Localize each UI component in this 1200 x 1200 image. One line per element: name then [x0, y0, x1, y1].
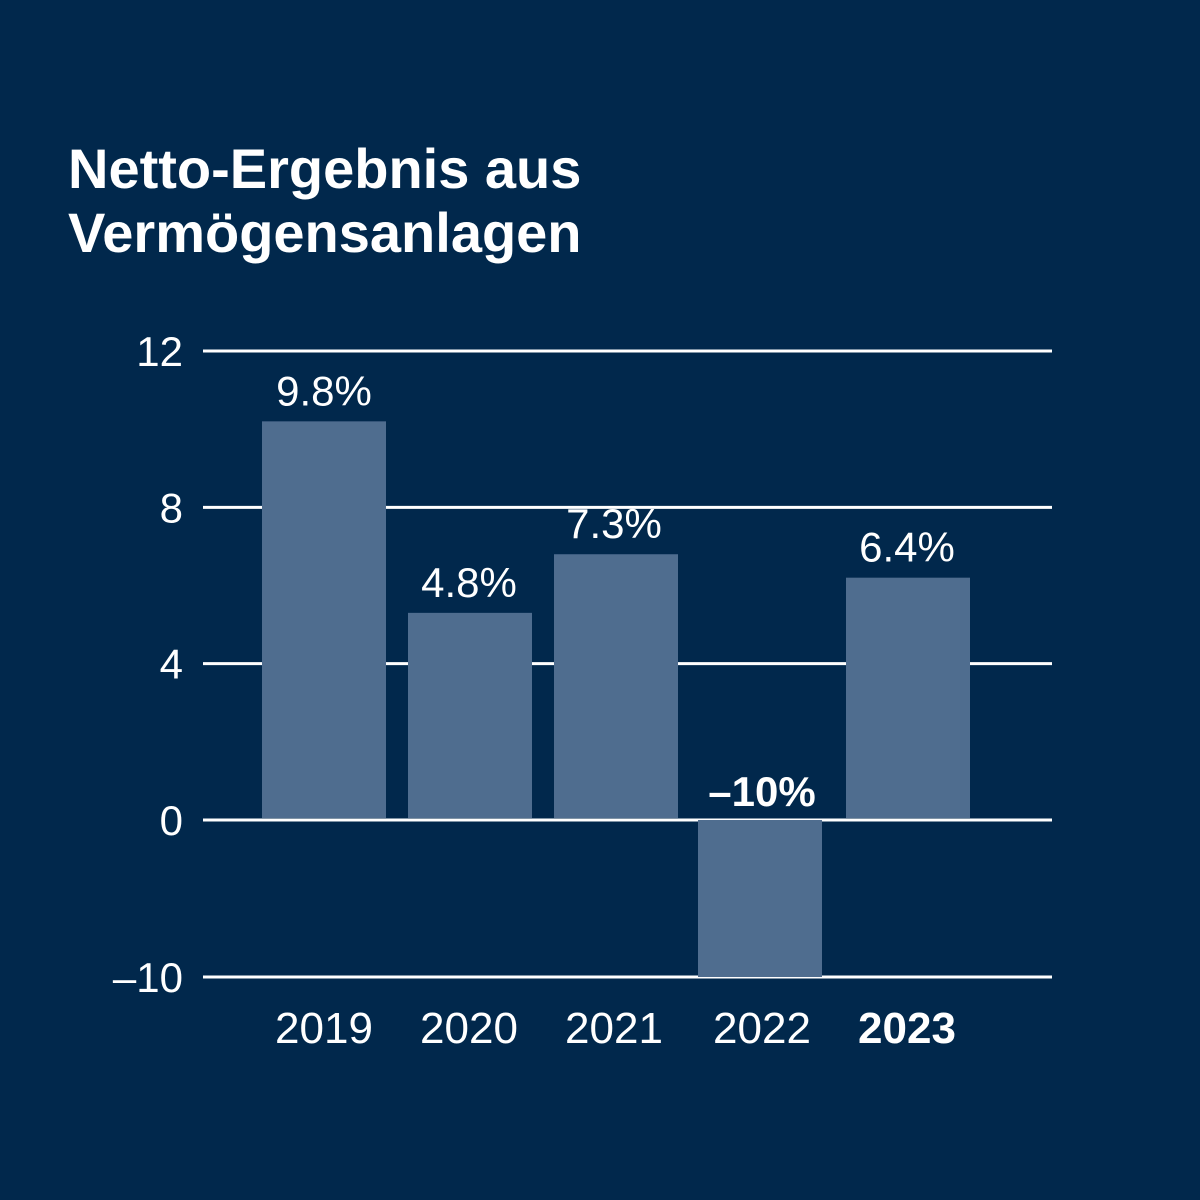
- y-tick-label-0: 0: [160, 797, 183, 844]
- data-label-2022: –10%: [708, 768, 815, 815]
- data-labels: 9.8% 4.8% 7.3% –10% 6.4%: [276, 367, 955, 815]
- data-label-2021: 7.3%: [566, 500, 662, 547]
- data-label-2020: 4.8%: [421, 559, 517, 606]
- bar-layer: [262, 421, 970, 977]
- chart-title-line-1: Netto-Ergebnis aus: [68, 137, 581, 200]
- x-category-label-2019: 2019: [275, 1004, 373, 1053]
- y-tick-label-neg10: –10: [113, 954, 183, 1001]
- chart-title-line-2: Vermögensanlagen: [68, 201, 582, 264]
- y-tick-label-8: 8: [160, 484, 183, 531]
- bar-2019: [262, 421, 386, 818]
- y-tick-label-12: 12: [136, 328, 183, 375]
- y-tick-label-4: 4: [160, 641, 183, 688]
- data-label-2019: 9.8%: [276, 367, 372, 414]
- bar-2021: [554, 554, 678, 818]
- data-label-2023: 6.4%: [859, 524, 955, 571]
- x-category-label-2022: 2022: [713, 1004, 811, 1053]
- y-axis-ticks: 12 8 4 0 –10: [113, 328, 183, 1001]
- x-category-label-2020: 2020: [420, 1004, 518, 1053]
- bar-2023: [846, 577, 970, 818]
- bar-2020: [408, 612, 532, 818]
- bar-2022: [698, 820, 822, 977]
- x-category-label-2021: 2021: [565, 1004, 663, 1053]
- x-axis-categories: 2019 2020 2021 2022 2023: [275, 1004, 956, 1053]
- x-category-label-2023: 2023: [858, 1004, 956, 1053]
